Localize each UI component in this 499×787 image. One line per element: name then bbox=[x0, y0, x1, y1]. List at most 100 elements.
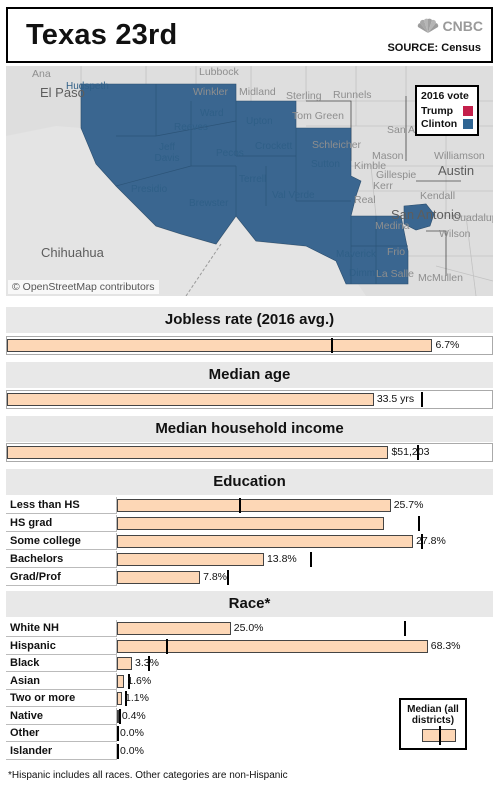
race-row: Native 0.4% bbox=[6, 707, 493, 725]
jobless-value: 6.7% bbox=[435, 339, 460, 351]
source-label: SOURCE: Census bbox=[387, 42, 481, 54]
race-bar-area: 0.0% bbox=[117, 743, 493, 760]
place-label: Medina bbox=[375, 220, 410, 232]
education-bar-area: 7.8% bbox=[117, 569, 493, 586]
jobless-row: 6.7% bbox=[6, 336, 493, 355]
race-value: 3.3% bbox=[135, 657, 159, 669]
race-median-tick bbox=[125, 691, 128, 706]
race-value: 1.6% bbox=[127, 674, 152, 687]
clinton-swatch bbox=[463, 118, 473, 129]
place-label: El Paso bbox=[40, 85, 85, 100]
race-row: Hispanic 68.3% bbox=[6, 637, 493, 655]
education-label: Some college bbox=[6, 533, 117, 550]
place-label: Runnels bbox=[333, 89, 372, 101]
place-label: Winkler bbox=[193, 86, 229, 98]
cnbc-logo: CNBC bbox=[417, 16, 483, 36]
vote-legend: 2016 vote Trump Clinton bbox=[415, 85, 479, 136]
income-bar bbox=[7, 446, 389, 459]
jobless-bar bbox=[7, 339, 433, 352]
race-bar-area: 0.0% bbox=[117, 725, 493, 742]
education-median-tick bbox=[226, 570, 229, 585]
education-value: 27.8% bbox=[416, 535, 446, 547]
race-bar-area: 1.1% bbox=[117, 690, 493, 707]
logo-text: CNBC bbox=[442, 18, 483, 34]
trump-swatch bbox=[463, 105, 473, 116]
place-label: Midland bbox=[239, 86, 276, 98]
race-median-tick bbox=[118, 708, 121, 724]
race-bar bbox=[117, 674, 125, 688]
education-row: Bachelors 13.8% bbox=[6, 551, 493, 568]
race-row: Two or more 1.1% bbox=[6, 690, 493, 707]
race-bar-area: 25.0% bbox=[117, 620, 493, 637]
race-bar bbox=[117, 622, 231, 635]
income-heading: Median household income bbox=[6, 416, 493, 442]
education-value: 13.8% bbox=[266, 553, 297, 565]
peacock-icon bbox=[417, 18, 438, 33]
race-heading: Race* bbox=[6, 591, 493, 617]
place-label: Presidio bbox=[131, 184, 168, 195]
education-value: 25.7% bbox=[393, 499, 424, 511]
race-value: 0.4% bbox=[121, 709, 146, 722]
median-legend-label: Median (all districts) bbox=[407, 704, 459, 726]
education-row: HS grad bbox=[6, 515, 493, 532]
place-label: Guadalupe bbox=[452, 212, 493, 224]
page-title: Texas 23rd bbox=[26, 19, 178, 51]
education-bar bbox=[117, 553, 264, 566]
race-median-tick bbox=[166, 638, 169, 654]
race-median-tick bbox=[127, 673, 130, 689]
income-value: $51,203 bbox=[391, 446, 430, 458]
education-bar bbox=[117, 571, 201, 584]
education-label: Less than HS bbox=[6, 497, 117, 514]
place-label: Terrell bbox=[239, 174, 267, 185]
race-bar bbox=[117, 657, 132, 670]
place-label: Pecos bbox=[216, 148, 244, 159]
place-label: Jeff Davis bbox=[154, 142, 180, 164]
footnote: *Hispanic includes all races. Other cate… bbox=[8, 770, 288, 781]
place-label: Sterling bbox=[286, 90, 322, 102]
race-median-tick bbox=[403, 621, 406, 636]
age-heading: Median age bbox=[6, 362, 493, 388]
education-label: Bachelors bbox=[6, 551, 117, 568]
education-heading: Education bbox=[6, 469, 493, 495]
place-label: Sutton bbox=[311, 159, 340, 170]
place-label: Austin bbox=[438, 163, 475, 178]
race-label: Islander bbox=[6, 742, 117, 760]
place-label: Reeves bbox=[174, 122, 208, 133]
race-median-tick bbox=[117, 743, 119, 759]
race-label: Two or more bbox=[6, 690, 117, 707]
education-bar bbox=[117, 499, 391, 512]
education-value: 7.8% bbox=[203, 571, 227, 583]
race-label: Hispanic bbox=[6, 637, 117, 655]
median-legend: Median (all districts) bbox=[399, 698, 467, 750]
place-label: Brewster bbox=[189, 198, 229, 209]
legend-label: Trump bbox=[421, 104, 454, 117]
district-map[interactable]: Ana Lubbock El Paso Winkler Midland Ster… bbox=[6, 66, 493, 296]
race-value: 0.0% bbox=[120, 727, 144, 739]
education-bar bbox=[117, 535, 414, 548]
race-median-tick bbox=[117, 726, 120, 741]
place-label: Williamson bbox=[434, 150, 485, 162]
place-label: McMullen bbox=[418, 272, 463, 284]
place-label: Mason bbox=[372, 150, 404, 162]
education-row: Less than HS 25.7% bbox=[6, 497, 493, 514]
place-label: Ana bbox=[32, 68, 51, 80]
map-svg bbox=[6, 66, 493, 296]
legend-item-clinton: Clinton bbox=[421, 117, 473, 130]
race-row: Other 0.0% bbox=[6, 725, 493, 742]
age-row: 33.5 yrs bbox=[6, 390, 493, 409]
age-bar bbox=[7, 393, 374, 406]
race-bar bbox=[117, 639, 428, 653]
race-bar bbox=[117, 692, 122, 705]
race-row: Black 3.3% bbox=[6, 655, 493, 672]
map-attribution[interactable]: © OpenStreetMap contributors bbox=[8, 280, 159, 294]
race-bar bbox=[117, 709, 119, 723]
education-label: HS grad bbox=[6, 515, 117, 532]
education-row: Some college 27.8% bbox=[6, 533, 493, 550]
place-label: San Antonio bbox=[391, 207, 462, 222]
place-label: Schleicher bbox=[312, 139, 362, 151]
place-label: Upton bbox=[246, 116, 273, 127]
place-label: Hudspeth bbox=[66, 81, 109, 92]
header-box: Texas 23rd CNBC SOURCE: Census bbox=[6, 7, 493, 63]
place-label: Kendall bbox=[420, 190, 456, 202]
education-median-tick bbox=[418, 516, 421, 531]
